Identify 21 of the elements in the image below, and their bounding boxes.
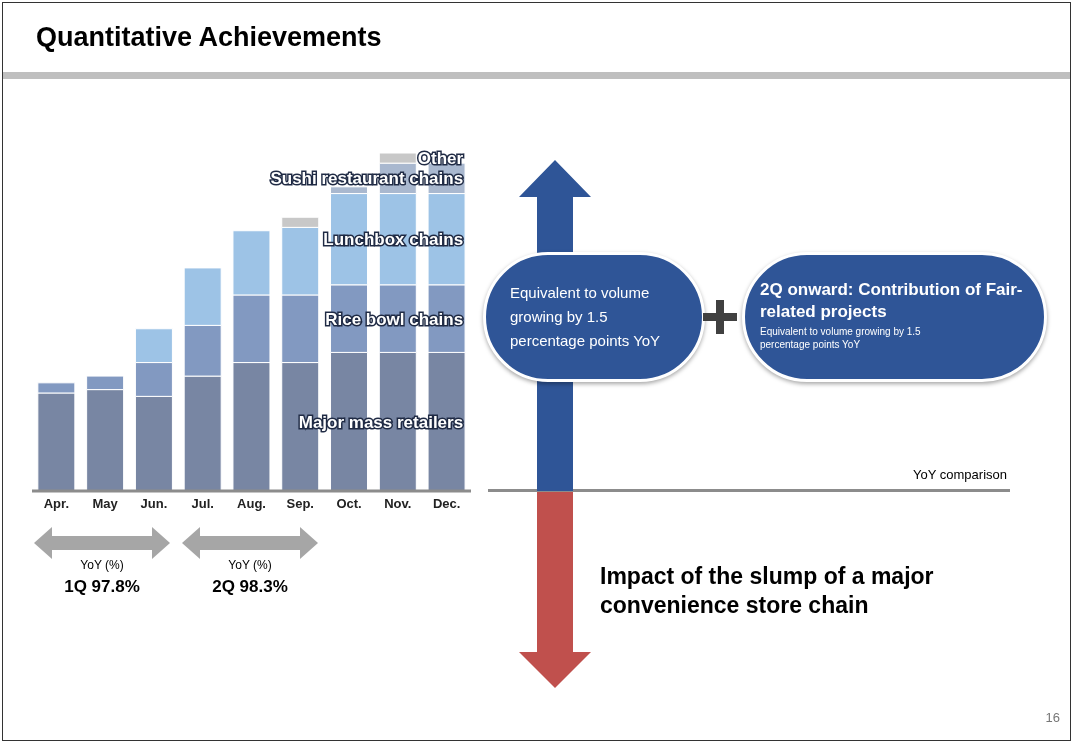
x-tick-label: Apr. (43, 496, 70, 512)
x-tick-label: May (92, 496, 119, 512)
x-tick-label: Dec. (432, 496, 461, 512)
text: 2Q onward: Contribution of Fair-related projects (760, 279, 1024, 323)
text: Equivalent to volume growing by 1.5 percentage points YoY (760, 325, 922, 351)
text: 16 (1044, 710, 1060, 725)
x-tick-label: Jun. (140, 496, 168, 512)
text: Impact of the slump of a major convenience store chain (600, 562, 935, 620)
text: Equivalent to volume growing by 1.5 percentage points YoY (510, 283, 662, 351)
x-tick-label: Sep. (286, 496, 315, 512)
text: 2Q 98.3% (211, 577, 289, 597)
text: YoY comparison (912, 467, 1007, 482)
x-tick-label: Oct. (336, 496, 362, 512)
text: YoY (%) (79, 558, 125, 572)
text: YoY (%) (227, 558, 273, 572)
text: 1Q 97.8% (63, 577, 141, 597)
x-tick-label: Jul. (191, 496, 214, 512)
x-tick-label: Nov. (384, 496, 412, 512)
chart-title: Quantitative Achievements (36, 22, 382, 53)
series-label: Other (417, 149, 464, 169)
x-tick-label: Aug. (237, 496, 266, 512)
